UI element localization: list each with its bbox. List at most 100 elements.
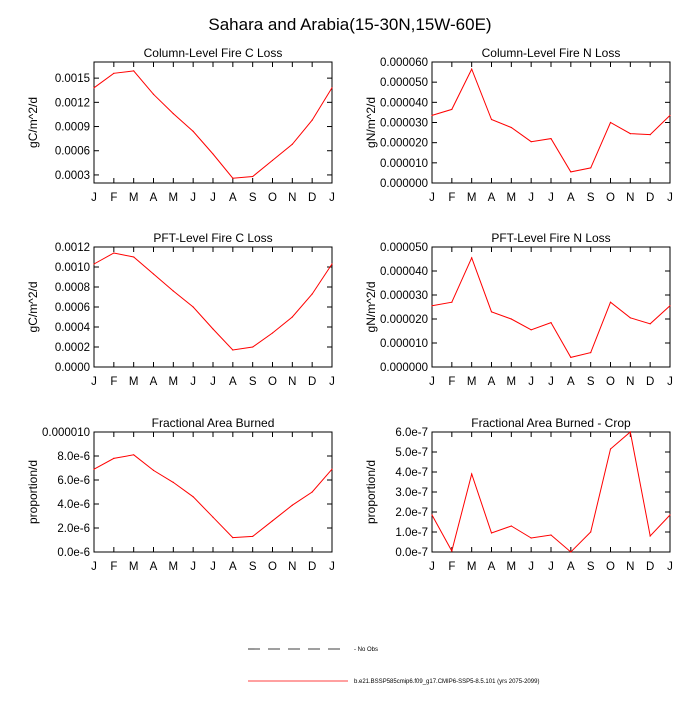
x-tick-label: J xyxy=(548,561,554,573)
legend: - No Obs b.e21.BSSP585cmip6.f09_g17.CMIP6… xyxy=(248,647,539,685)
data-point xyxy=(431,114,433,117)
x-tick-label: J xyxy=(429,376,435,388)
figure-title: Sahara and Arabia(15-30N,15W-60E) xyxy=(208,15,491,34)
data-point xyxy=(471,257,473,259)
y-tick-label: 0.000010 xyxy=(380,158,428,170)
plot-frame xyxy=(431,246,671,368)
y-tick-label: 0.000030 xyxy=(380,118,428,130)
data-point xyxy=(629,132,631,135)
x-tick-label: J xyxy=(190,192,196,204)
y-axis-label: gC/m^2/d xyxy=(26,282,40,333)
data-point xyxy=(252,346,254,348)
plot-frame xyxy=(431,431,671,553)
y-tick-label: 0.0002 xyxy=(55,342,90,354)
chart-panel-5: Fractional Area Burned proportion/d 0.0e-6… xyxy=(26,416,335,573)
y-tick-label: 0.0000 xyxy=(55,362,90,374)
x-tick-label: S xyxy=(587,376,595,388)
x-tick-label: M xyxy=(129,376,139,388)
y-tick-label: 1.0e-7 xyxy=(395,527,428,539)
x-tick-label: M xyxy=(169,192,179,204)
x-tick-label: J xyxy=(667,376,673,388)
x-tick-label: J xyxy=(528,376,534,388)
x-tick-label: M xyxy=(169,561,179,573)
data-point xyxy=(669,514,671,516)
x-tick-label: O xyxy=(606,561,615,573)
x-tick-label: M xyxy=(467,561,477,573)
x-tick-label: J xyxy=(429,561,435,573)
data-point xyxy=(451,108,453,110)
data-point xyxy=(530,537,532,539)
x-tick-label: J xyxy=(429,192,435,204)
data-point xyxy=(271,332,274,334)
series-line xyxy=(93,252,333,351)
x-tick-label: J xyxy=(329,192,335,204)
data-point xyxy=(510,525,512,527)
data-point xyxy=(133,256,135,258)
data-point xyxy=(331,87,333,89)
panel-title: Fractional Area Burned - Crop xyxy=(471,416,631,430)
x-tick-label: D xyxy=(308,376,316,388)
data-point xyxy=(152,469,155,471)
data-point xyxy=(590,531,592,533)
y-tick-label: 8.0e-6 xyxy=(57,451,90,463)
x-tick-label: S xyxy=(587,192,595,204)
y-tick-label: 0.000000 xyxy=(380,178,428,190)
x-tick-label: S xyxy=(249,561,257,573)
data-point xyxy=(152,93,155,95)
data-point xyxy=(490,118,493,121)
x-tick-label: M xyxy=(467,192,477,204)
data-point xyxy=(590,167,592,169)
x-tick-label: D xyxy=(308,192,316,204)
series-line xyxy=(431,67,671,173)
x-tick-label: J xyxy=(190,561,196,573)
y-tick-label: 0.0012 xyxy=(55,242,90,254)
panel-title: Column-Level Fire N Loss xyxy=(482,46,621,60)
y-tick-label: 6.0e-7 xyxy=(395,427,428,439)
x-tick-label: D xyxy=(646,561,654,573)
data-point xyxy=(252,535,254,538)
panels: Column-Level Fire C Loss gC/m^2/d 0.0003 0.… xyxy=(26,46,673,573)
data-point xyxy=(570,551,572,553)
data-point xyxy=(271,159,274,162)
data-point xyxy=(669,305,671,307)
x-tick-label: O xyxy=(268,561,277,573)
y-tick-label: 5.0e-7 xyxy=(395,447,428,459)
y-tick-label: 0.0003 xyxy=(55,170,90,182)
x-tick-label: J xyxy=(667,561,673,573)
data-point xyxy=(570,356,572,358)
x-tick-label: N xyxy=(626,376,634,388)
y-axis-label: proportion/d xyxy=(364,460,378,524)
data-point xyxy=(252,175,254,178)
x-tick-label: A xyxy=(229,376,237,388)
data-point xyxy=(113,252,115,254)
data-point xyxy=(192,130,194,132)
x-tick-label: N xyxy=(288,192,296,204)
x-tick-label: N xyxy=(288,376,296,388)
y-tick-label: 0.0006 xyxy=(55,302,90,314)
x-tick-label: J xyxy=(528,561,534,573)
x-tick-label: O xyxy=(606,376,615,388)
data-point xyxy=(311,119,313,121)
x-tick-label: F xyxy=(448,561,455,573)
data-point xyxy=(172,290,174,292)
y-tick-label: 4.0e-6 xyxy=(57,499,90,511)
y-tick-label: 0.000060 xyxy=(380,57,428,69)
y-tick-label: 0.000010 xyxy=(380,338,428,350)
y-tick-label: 0.0009 xyxy=(55,122,90,134)
x-tick-label: S xyxy=(249,376,257,388)
x-tick-label: A xyxy=(150,192,158,204)
data-point xyxy=(629,431,631,433)
data-point xyxy=(451,550,453,552)
data-point xyxy=(172,113,174,115)
y-tick-label: 0.000040 xyxy=(380,97,428,109)
chart-panel-3: PFT-Level Fire C Loss gC/m^2/d 0.0000 0.000… xyxy=(26,231,335,388)
data-point xyxy=(609,121,612,124)
data-point xyxy=(510,318,512,320)
x-tick-label: A xyxy=(150,376,158,388)
data-point xyxy=(431,514,433,516)
y-tick-label: 0.0006 xyxy=(55,146,90,158)
y-tick-label: 0.000030 xyxy=(380,290,428,302)
data-point xyxy=(212,153,214,155)
y-tick-label: 0.0010 xyxy=(55,262,90,274)
